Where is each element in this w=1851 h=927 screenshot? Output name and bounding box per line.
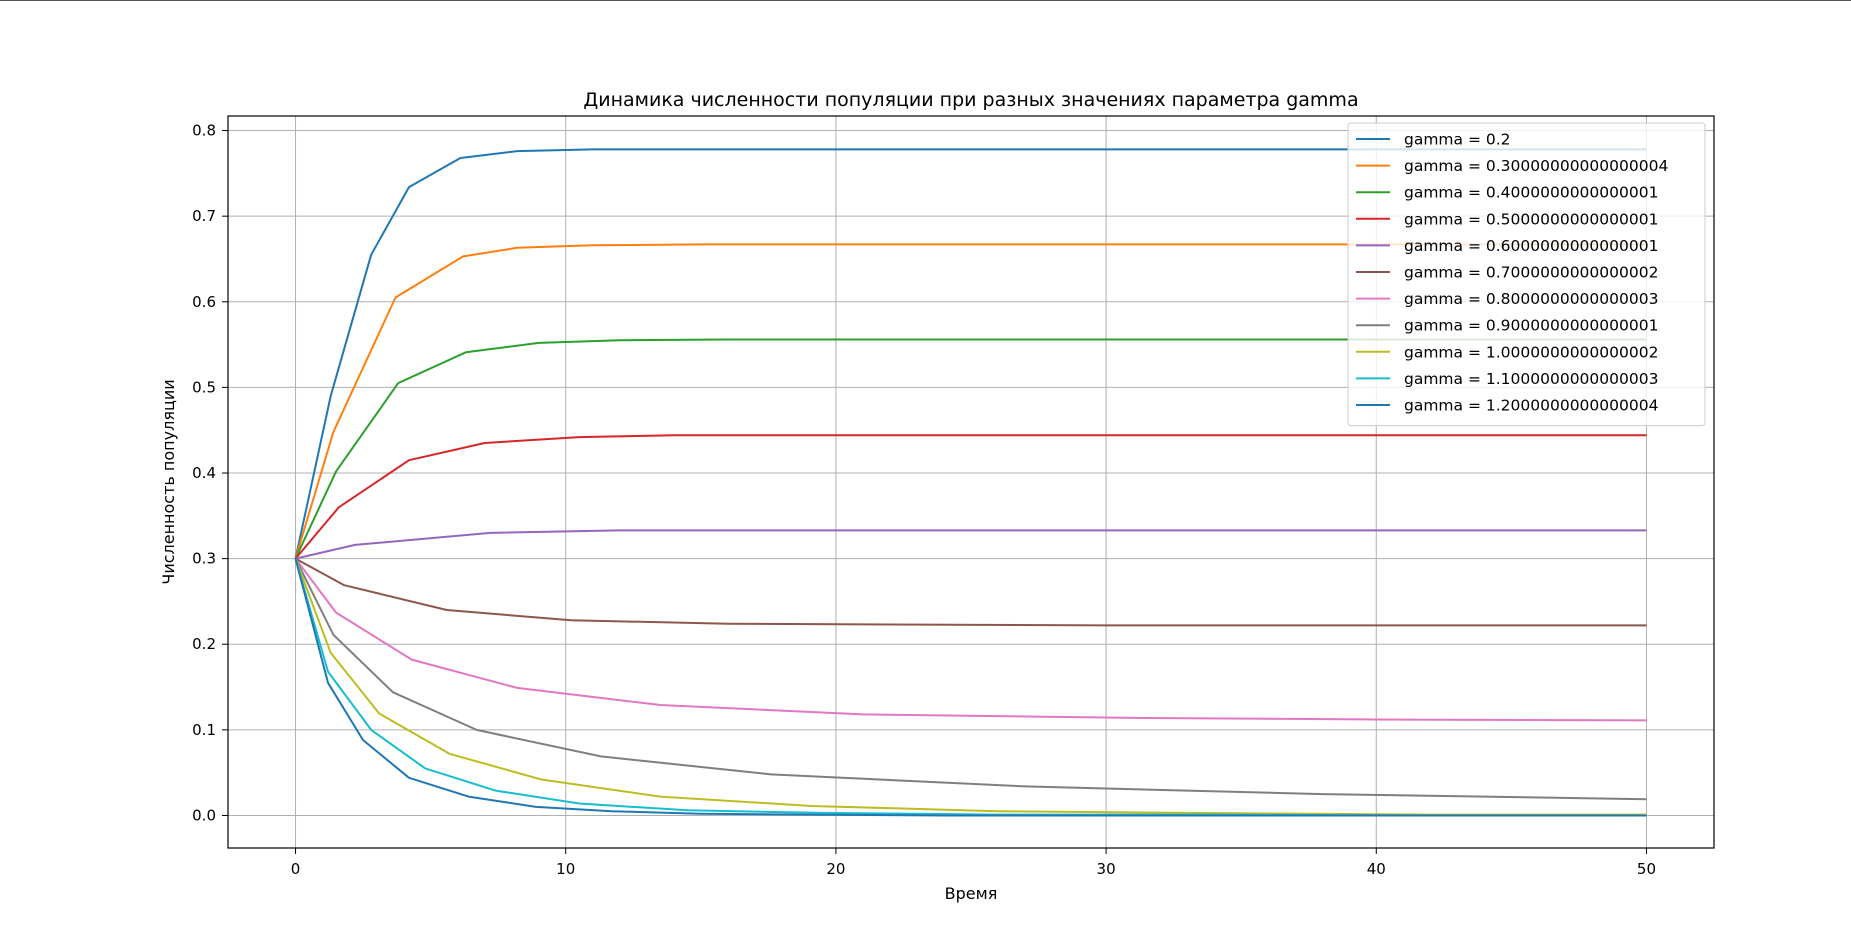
y-tick-label: 0.5 <box>192 378 216 396</box>
legend-label-3: gamma = 0.4000000000000001 <box>1404 184 1658 202</box>
series-line-1 <box>294 148 1647 559</box>
series-line-5 <box>295 529 1647 560</box>
legend-label-8: gamma = 0.9000000000000001 <box>1404 317 1658 335</box>
y-tick-label: 0.4 <box>192 464 216 482</box>
window-top-border <box>0 0 1851 1</box>
series-line-4 <box>294 434 1647 560</box>
y-tick-label: 0.6 <box>192 293 216 311</box>
x-tick-label: 20 <box>826 860 845 878</box>
x-axis-label: Время <box>945 884 998 903</box>
y-tick-label: 0.2 <box>192 635 216 653</box>
legend-label-4: gamma = 0.5000000000000001 <box>1404 210 1658 228</box>
series-layer <box>294 148 1647 817</box>
legend-label-5: gamma = 0.6000000000000001 <box>1404 237 1658 255</box>
legend-label-6: gamma = 0.7000000000000002 <box>1404 264 1658 282</box>
series-line-2 <box>294 243 1647 559</box>
legend-label-10: gamma = 1.1000000000000003 <box>1404 370 1658 388</box>
legend-box <box>1347 122 1706 427</box>
y-tick-label: 0.3 <box>192 550 216 568</box>
legend-label-9: gamma = 1.0000000000000002 <box>1404 343 1658 361</box>
x-tick-label: 30 <box>1097 860 1116 878</box>
tick-layer: 0 10 20 30 40 50 0.0 0.1 0.2 0.3 0.4 0.5 0.6 0.7 0.8 <box>192 122 1656 878</box>
x-tick-label: 0 <box>291 860 301 878</box>
series-line-6 <box>295 557 1647 627</box>
x-tick-label: 50 <box>1637 860 1656 878</box>
legend-label-1: gamma = 0.2 <box>1404 131 1511 149</box>
y-tick-label: 0.0 <box>192 806 216 824</box>
y-axis-label: Численность популяции <box>159 379 178 584</box>
legend-label-11: gamma = 1.2000000000000004 <box>1404 397 1658 415</box>
series-line-11 <box>294 558 1647 817</box>
legend-label-7: gamma = 0.8000000000000003 <box>1404 290 1658 308</box>
x-tick-label: 10 <box>556 860 575 878</box>
legend: gamma = 0.2 gamma = 0.30000000000000004 ga… <box>1347 122 1706 427</box>
plot-frame <box>227 115 1715 849</box>
series-line-7 <box>294 557 1647 722</box>
x-tick-label: 40 <box>1367 860 1386 878</box>
y-tick-label: 0.8 <box>192 122 216 140</box>
series-line-9 <box>294 558 1647 816</box>
series-line-8 <box>294 558 1647 801</box>
legend-label-2: gamma = 0.30000000000000004 <box>1404 157 1668 175</box>
series-line-10 <box>294 558 1647 817</box>
y-tick-label: 0.1 <box>192 721 216 739</box>
y-tick-label: 0.7 <box>192 207 216 225</box>
chart-title: Динамика численности популяции при разны… <box>583 89 1358 111</box>
series-line-3 <box>294 338 1647 560</box>
